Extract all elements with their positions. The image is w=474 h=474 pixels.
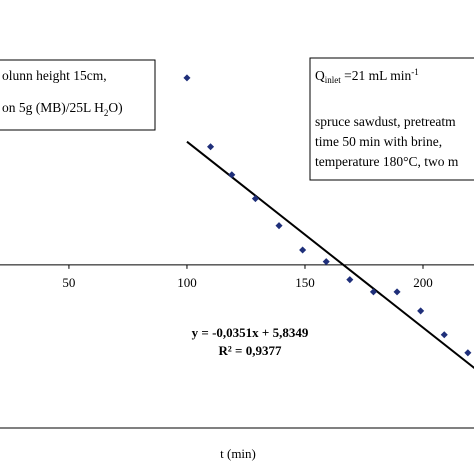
left-box: olunn height 15cm, on 5g (MB)/25L H2O) (0, 59, 156, 131)
annotation-text: time 50 min with brine, (315, 134, 442, 149)
annotation-text: on 5g (MB)/25L H (2, 100, 104, 115)
x-tick-label: 200 (413, 275, 433, 290)
point (183, 74, 191, 82)
annotation-text: =21 mL min (341, 68, 412, 83)
point (207, 143, 215, 151)
point (393, 288, 401, 296)
annotation-text: Q (315, 68, 325, 83)
annotation-sup: -1 (411, 67, 419, 77)
annotation-text: O) (108, 100, 122, 115)
annotation-sub: 2 (104, 108, 109, 118)
point (275, 222, 283, 230)
annotation-text: Qinlet =21 mL min-1 (315, 67, 419, 85)
trendline (186, 140, 474, 370)
annotation-text: on 5g (MB)/25L H2O) (2, 100, 123, 118)
point (251, 195, 259, 203)
x-tick-label: 100 (177, 275, 197, 290)
equation: y = -0,0351x + 5,8349 (192, 325, 309, 340)
point (440, 331, 448, 339)
point (299, 246, 307, 254)
point (369, 288, 377, 296)
point (228, 171, 236, 179)
r-squared: R² = 0,9377 (219, 343, 282, 358)
annotation-text: olunn height 15cm, (2, 68, 107, 83)
annotation-box (0, 59, 156, 131)
annotation-text: spruce sawdust, pretreatm (315, 114, 456, 129)
right-box: Qinlet =21 mL min-1 spruce sawdust, pret… (309, 57, 474, 181)
point (417, 307, 425, 315)
point (346, 276, 354, 284)
annotation-box (309, 57, 474, 181)
annotation-text: temperature 180°C, two m (315, 154, 459, 169)
annotation-sub: inlet (325, 75, 341, 85)
point (464, 349, 472, 357)
point (322, 258, 330, 266)
x-axis-label: t (min) (220, 446, 256, 461)
x-tick-label: 150 (295, 275, 315, 290)
x-tick-label: 50 (62, 275, 75, 290)
